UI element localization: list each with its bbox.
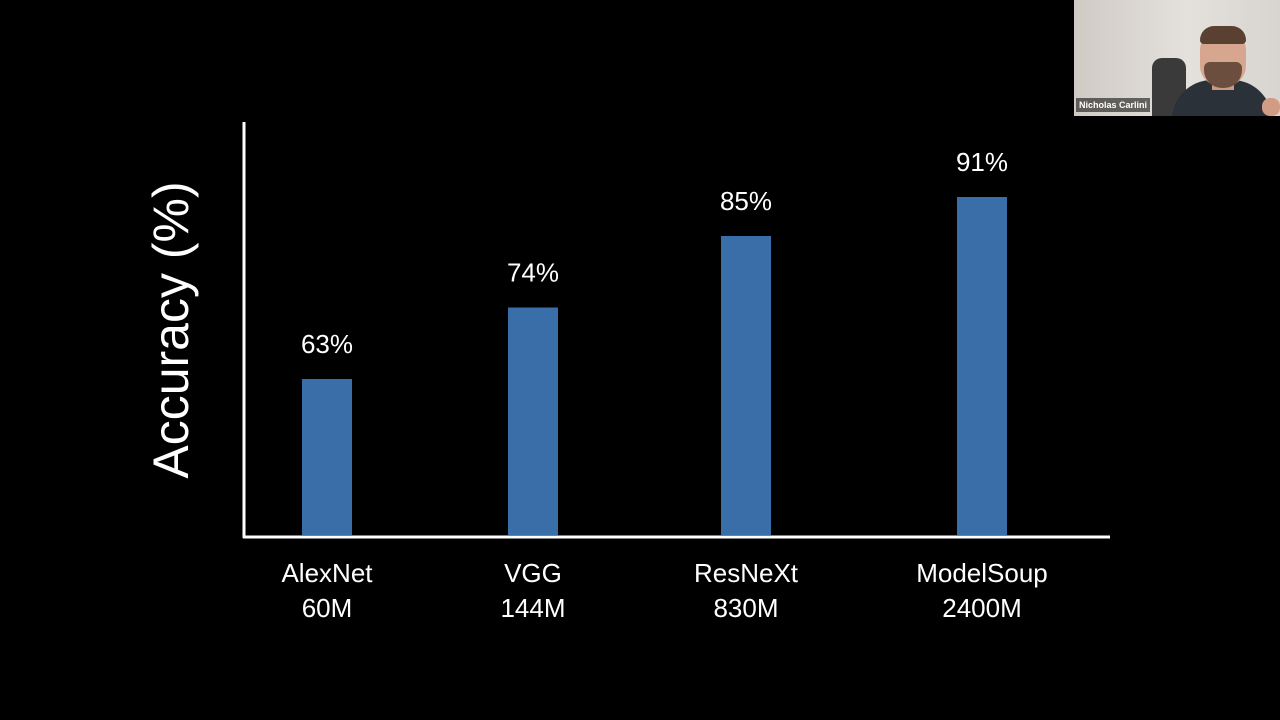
category-labels-group: AlexNet 60M VGG 144M ResNeXt 830M ModelSoup 240… — [281, 558, 1047, 623]
participant-name-tag: Nicholas Carlini — [1076, 98, 1151, 112]
bars-group — [302, 197, 1007, 535]
bar-modelsoup — [957, 197, 1007, 535]
speaker-hand — [1262, 98, 1280, 116]
value-labels-group: 63% 74% 85% 91% — [301, 147, 1008, 359]
chart-axes — [242, 122, 1110, 539]
category-label-modelsoup: ModelSoup — [916, 558, 1048, 588]
y-axis-label: Accuracy (%) — [143, 181, 199, 478]
category-label-resnext: ResNeXt — [694, 558, 799, 588]
bar-resnext — [721, 236, 771, 535]
value-label-alexnet: 63% — [301, 329, 353, 359]
webcam-thumbnail: Nicholas Carlini — [1074, 0, 1280, 116]
category-sublabel-alexnet: 60M — [302, 593, 353, 623]
bar-alexnet — [302, 379, 352, 535]
value-label-vgg: 74% — [507, 258, 559, 288]
category-sublabel-vgg: 144M — [500, 593, 565, 623]
bar-vgg — [508, 307, 558, 535]
category-label-alexnet: AlexNet — [281, 558, 373, 588]
value-label-modelsoup: 91% — [956, 147, 1008, 177]
value-label-resnext: 85% — [720, 186, 772, 216]
speaker-beard — [1204, 62, 1242, 88]
category-sublabel-modelsoup: 2400M — [942, 593, 1022, 623]
speaker-hair — [1200, 26, 1246, 44]
category-sublabel-resnext: 830M — [713, 593, 778, 623]
category-label-vgg: VGG — [504, 558, 562, 588]
